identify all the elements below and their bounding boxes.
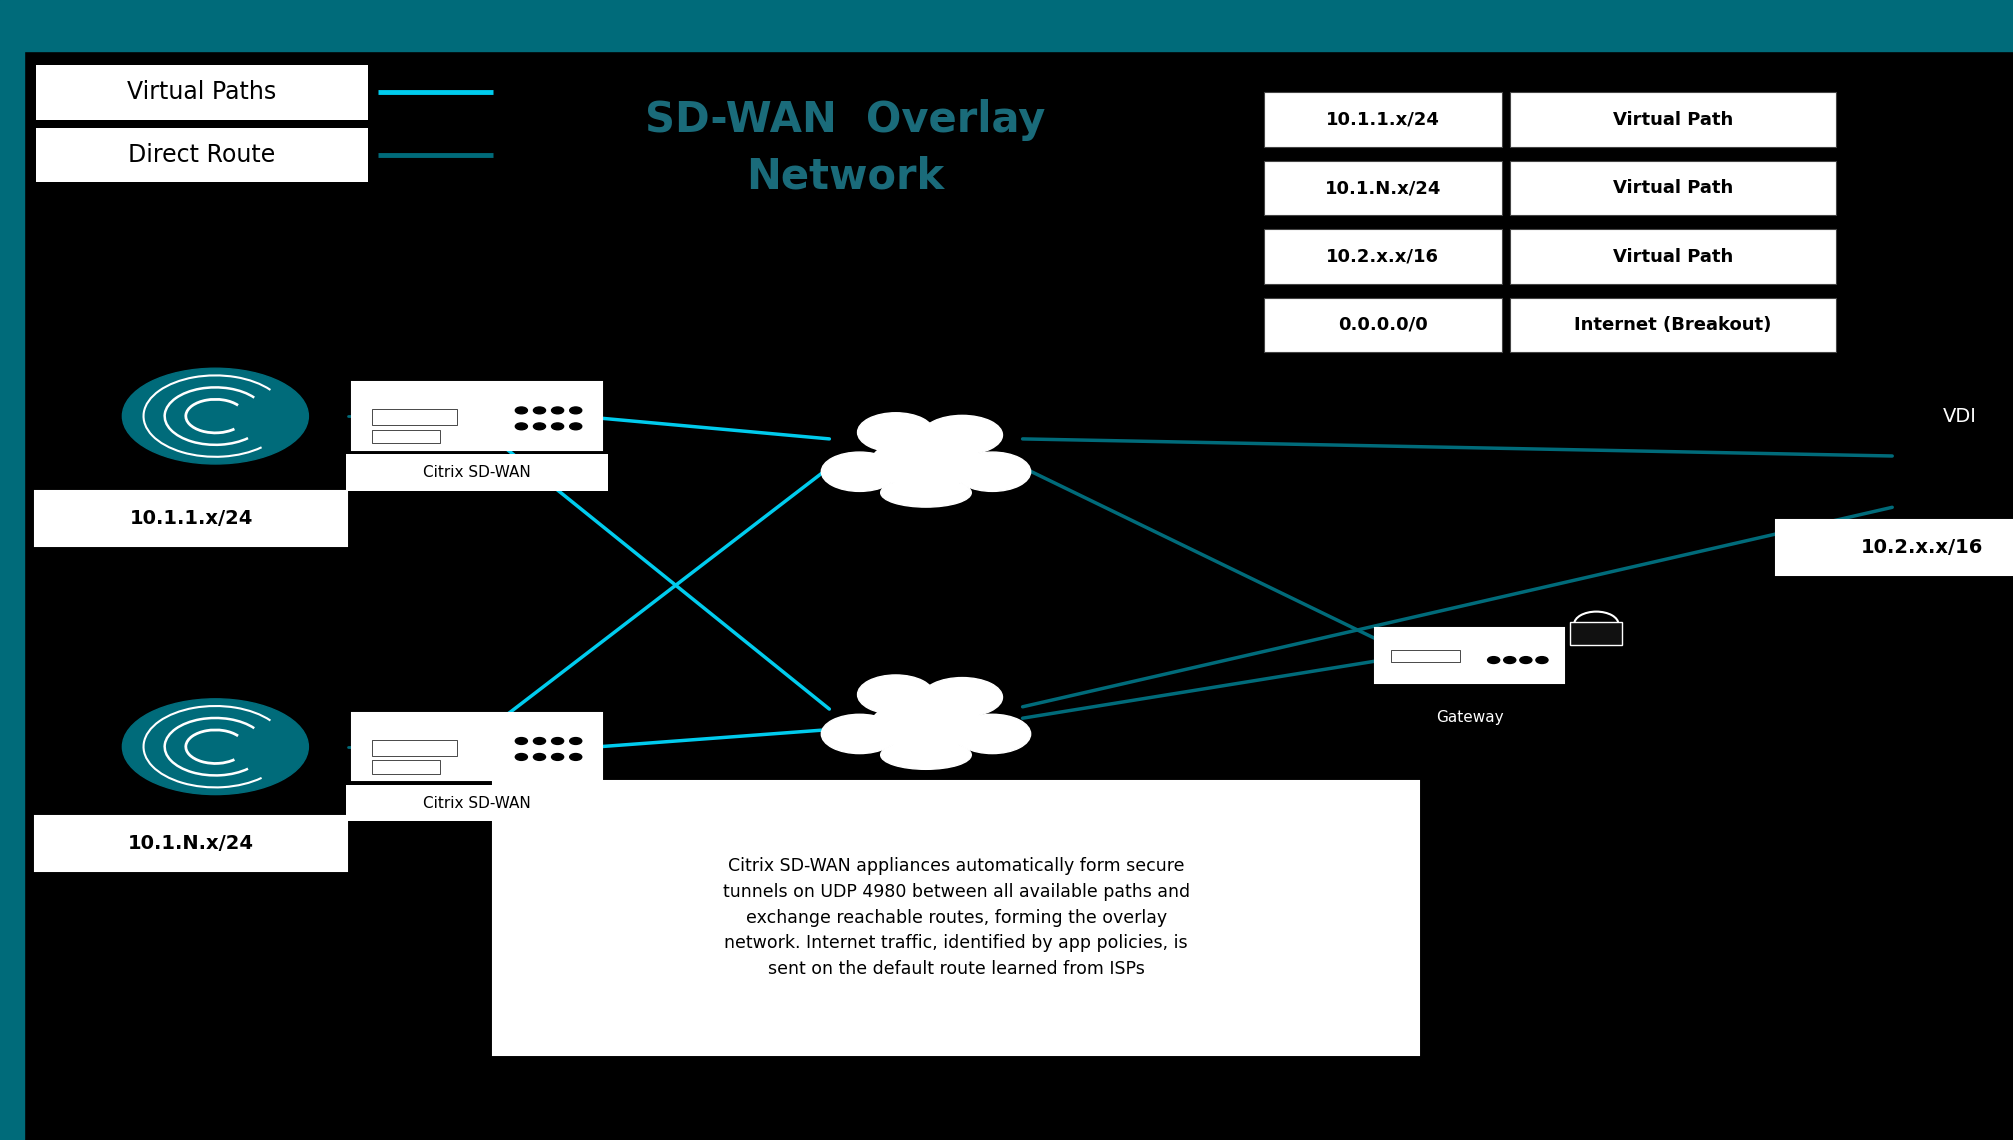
FancyBboxPatch shape <box>1264 229 1502 284</box>
FancyBboxPatch shape <box>493 781 1419 1054</box>
FancyBboxPatch shape <box>352 382 602 449</box>
Circle shape <box>533 738 546 744</box>
FancyBboxPatch shape <box>372 740 457 756</box>
Circle shape <box>570 754 582 760</box>
Text: Virtual Path: Virtual Path <box>1612 111 1733 129</box>
FancyBboxPatch shape <box>1510 229 1836 284</box>
Circle shape <box>552 407 564 414</box>
Text: Gateway: Gateway <box>1435 709 1504 725</box>
Text: SD-WAN  Overlay: SD-WAN Overlay <box>646 99 1045 140</box>
Text: VDI: VDI <box>1943 407 1977 425</box>
Ellipse shape <box>954 453 1031 491</box>
Circle shape <box>570 738 582 744</box>
Text: 0.0.0.0/0: 0.0.0.0/0 <box>1339 316 1427 334</box>
FancyBboxPatch shape <box>1775 520 2013 575</box>
FancyBboxPatch shape <box>36 128 368 182</box>
Text: Citrix SD-WAN: Citrix SD-WAN <box>423 796 531 811</box>
FancyBboxPatch shape <box>1510 92 1836 147</box>
Circle shape <box>1504 657 1516 663</box>
Ellipse shape <box>821 453 898 491</box>
FancyBboxPatch shape <box>1510 161 1836 215</box>
Ellipse shape <box>123 699 308 795</box>
FancyBboxPatch shape <box>1375 627 1564 684</box>
Text: Citrix SD-WAN appliances automatically form secure
tunnels on UDP 4980 between a: Citrix SD-WAN appliances automatically f… <box>723 857 1190 978</box>
Text: Virtual Paths: Virtual Paths <box>127 80 276 105</box>
Ellipse shape <box>872 438 982 488</box>
Ellipse shape <box>123 368 308 464</box>
FancyBboxPatch shape <box>36 491 346 546</box>
Text: Internet (Breakout): Internet (Breakout) <box>1574 316 1771 334</box>
Text: Direct Route: Direct Route <box>127 142 276 168</box>
Ellipse shape <box>922 415 1002 455</box>
Text: Network: Network <box>747 156 944 197</box>
Circle shape <box>552 423 564 430</box>
FancyBboxPatch shape <box>346 784 608 821</box>
FancyBboxPatch shape <box>1264 298 1502 352</box>
Circle shape <box>515 754 527 760</box>
Circle shape <box>533 423 546 430</box>
FancyBboxPatch shape <box>1391 650 1459 662</box>
FancyBboxPatch shape <box>1264 92 1502 147</box>
FancyBboxPatch shape <box>372 430 441 443</box>
Ellipse shape <box>872 700 982 750</box>
FancyBboxPatch shape <box>346 454 608 490</box>
FancyBboxPatch shape <box>36 816 346 871</box>
Text: 10.1.1.x/24: 10.1.1.x/24 <box>1327 111 1439 129</box>
Circle shape <box>570 407 582 414</box>
Text: 10.1.1.x/24: 10.1.1.x/24 <box>129 510 254 528</box>
Circle shape <box>1520 657 1532 663</box>
Circle shape <box>533 407 546 414</box>
Ellipse shape <box>882 479 972 507</box>
FancyBboxPatch shape <box>372 409 457 425</box>
Ellipse shape <box>922 677 1002 717</box>
Circle shape <box>515 738 527 744</box>
FancyBboxPatch shape <box>1264 161 1502 215</box>
Text: 10.2.x.x/16: 10.2.x.x/16 <box>1862 538 1983 556</box>
Circle shape <box>515 423 527 430</box>
Text: 10.2.x.x/16: 10.2.x.x/16 <box>1327 247 1439 266</box>
Ellipse shape <box>858 413 934 453</box>
Bar <box>0 0 2013 51</box>
Circle shape <box>570 423 582 430</box>
Text: 10.1.N.x/24: 10.1.N.x/24 <box>1325 179 1441 197</box>
Circle shape <box>552 754 564 760</box>
FancyBboxPatch shape <box>1570 622 1622 645</box>
Ellipse shape <box>954 715 1031 754</box>
Circle shape <box>1488 657 1500 663</box>
Text: 10.1.N.x/24: 10.1.N.x/24 <box>129 834 254 853</box>
Circle shape <box>552 738 564 744</box>
Text: Virtual Path: Virtual Path <box>1612 247 1733 266</box>
Circle shape <box>533 754 546 760</box>
FancyBboxPatch shape <box>352 714 602 781</box>
Text: Citrix SD-WAN: Citrix SD-WAN <box>423 465 531 480</box>
FancyBboxPatch shape <box>372 760 441 774</box>
Ellipse shape <box>858 675 934 715</box>
Ellipse shape <box>821 715 898 754</box>
Bar <box>0 0 24 1140</box>
Ellipse shape <box>882 741 972 770</box>
Text: Virtual Path: Virtual Path <box>1612 179 1733 197</box>
Circle shape <box>515 407 527 414</box>
FancyBboxPatch shape <box>1510 298 1836 352</box>
FancyBboxPatch shape <box>36 65 368 120</box>
Circle shape <box>1536 657 1548 663</box>
